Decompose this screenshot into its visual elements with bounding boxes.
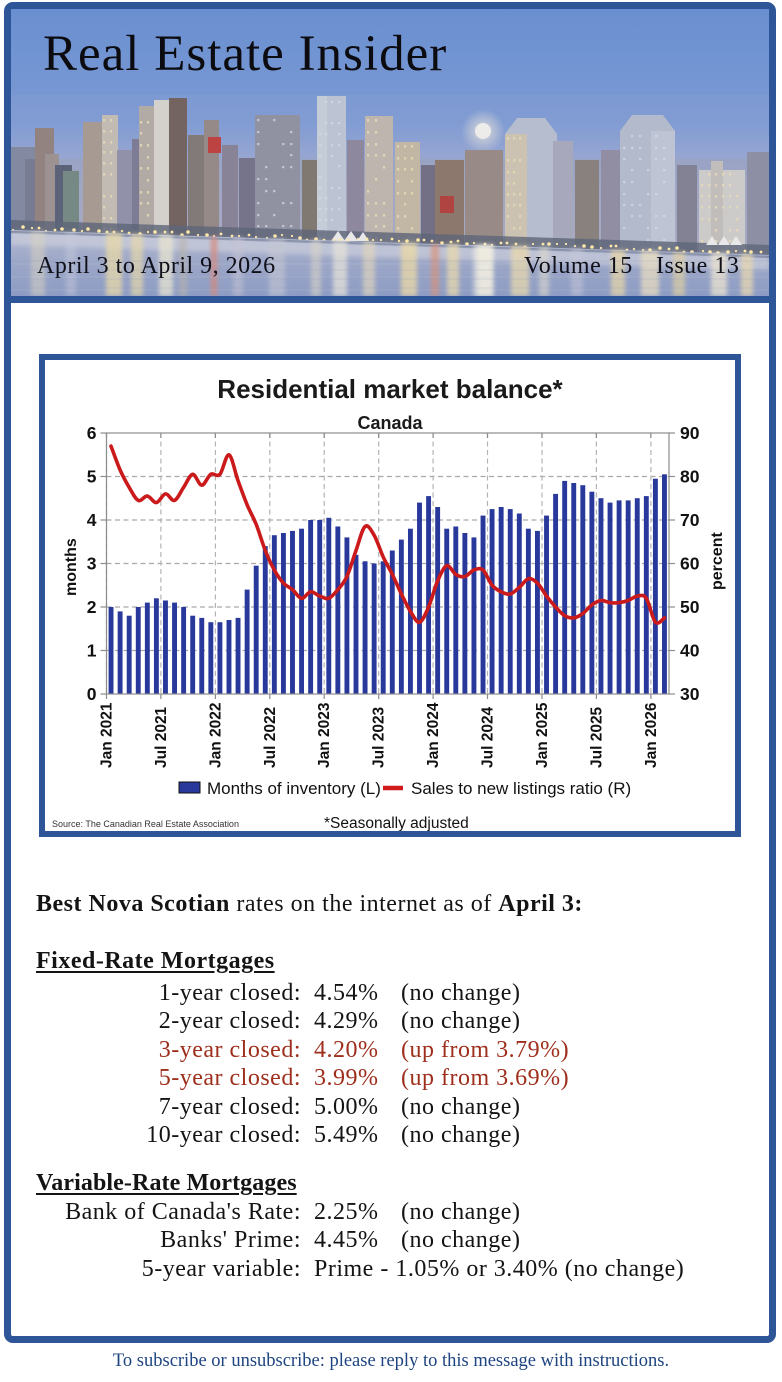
svg-text:Sales to new listings ratio (R: Sales to new listings ratio (R) xyxy=(411,779,631,798)
svg-text:70: 70 xyxy=(680,510,700,530)
svg-text:5: 5 xyxy=(87,467,97,487)
svg-text:months: months xyxy=(63,538,80,596)
svg-text:Canada: Canada xyxy=(357,413,423,433)
svg-text:Jan 2024: Jan 2024 xyxy=(425,702,442,768)
svg-text:90: 90 xyxy=(680,423,700,443)
svg-text:40: 40 xyxy=(680,641,700,661)
svg-text:Jan 2023: Jan 2023 xyxy=(316,702,333,768)
svg-text:Jul 2023: Jul 2023 xyxy=(371,706,388,768)
svg-text:Jan 2026: Jan 2026 xyxy=(643,702,660,768)
svg-text:Source: The Canadian Real Esta: Source: The Canadian Real Estate Associa… xyxy=(52,819,239,829)
svg-text:Jan 2025: Jan 2025 xyxy=(534,702,551,768)
svg-text:80: 80 xyxy=(680,467,700,487)
svg-text:Jul 2024: Jul 2024 xyxy=(480,706,497,768)
svg-text:Jan 2021: Jan 2021 xyxy=(99,702,116,768)
svg-text:Residential market balance*: Residential market balance* xyxy=(217,374,563,404)
svg-text:50: 50 xyxy=(680,597,700,617)
svg-text:*Seasonally adjusted: *Seasonally adjusted xyxy=(324,815,469,831)
svg-text:0: 0 xyxy=(87,684,97,704)
svg-text:Jul 2021: Jul 2021 xyxy=(153,706,170,768)
svg-text:4: 4 xyxy=(87,510,97,530)
svg-text:2: 2 xyxy=(87,597,97,617)
svg-text:Months of inventory (L): Months of inventory (L) xyxy=(207,779,381,798)
svg-text:3: 3 xyxy=(87,554,97,574)
svg-text:30: 30 xyxy=(680,684,700,704)
svg-text:Jul 2022: Jul 2022 xyxy=(262,707,279,768)
svg-text:Jul 2025: Jul 2025 xyxy=(588,706,605,768)
svg-text:Jan 2022: Jan 2022 xyxy=(207,703,224,769)
svg-text:60: 60 xyxy=(680,554,700,574)
svg-text:percent: percent xyxy=(709,532,726,590)
svg-text:6: 6 xyxy=(87,423,97,443)
svg-text:1: 1 xyxy=(87,641,97,661)
